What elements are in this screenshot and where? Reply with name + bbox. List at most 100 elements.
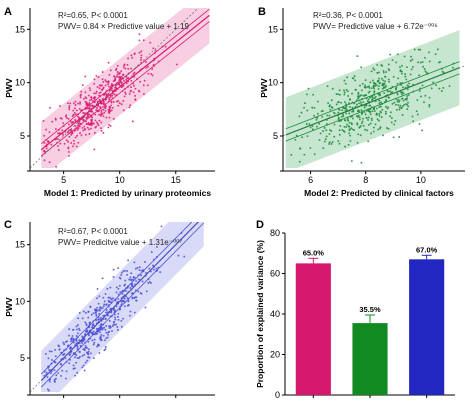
data-point [117,297,120,300]
data-point [93,132,96,134]
data-point [353,75,356,78]
data-point [48,161,51,164]
data-point [364,113,367,116]
data-point [122,66,125,69]
data-point [151,74,154,77]
data-point [116,73,119,76]
data-point [108,327,111,329]
data-point [348,98,351,101]
panel-d-letter: D [256,219,264,231]
data-point [428,103,431,106]
data-point [140,58,142,61]
data-point [415,110,418,113]
data-point [76,115,79,118]
data-point [359,101,362,104]
data-point [394,87,397,90]
data-point [83,127,86,130]
data-point [366,85,369,88]
data-point [307,87,310,90]
data-point [315,118,318,121]
data-point [102,131,105,134]
data-point [110,84,113,87]
data-point [75,113,77,116]
data-point [358,116,361,119]
data-point [378,77,380,80]
data-point [88,321,91,324]
data-point [56,132,59,135]
data-point [91,326,93,329]
data-point [46,388,49,391]
x-tick-label: 5 [61,175,66,185]
data-point [126,63,129,66]
data-point [402,92,405,95]
data-point [92,312,95,315]
data-point [330,99,333,102]
data-point [338,93,341,96]
data-point [147,282,150,284]
data-point [87,107,90,110]
data-point [98,98,101,101]
data-point [81,342,84,344]
data-point [132,72,135,75]
data-point [120,274,123,276]
data-point [102,296,105,299]
data-point [340,115,343,118]
data-point [315,125,318,128]
data-point [101,113,104,115]
data-point [86,115,89,118]
data-point [93,92,96,95]
data-point [120,103,123,106]
data-point [45,371,48,374]
data-point [105,325,108,327]
data-point [337,140,340,142]
data-point [98,92,101,94]
data-point [343,118,346,121]
data-point [330,130,333,132]
data-point [335,103,338,106]
data-point [68,135,71,138]
data-point [87,353,90,356]
data-point [77,327,80,330]
data-point [377,119,380,122]
data-point [417,48,420,51]
data-point [95,90,98,93]
data-point [406,88,409,91]
data-point [61,369,64,372]
data-point [370,117,373,120]
data-point [380,116,383,119]
data-point [110,311,113,314]
data-point [346,90,349,93]
data-point [375,113,378,116]
data-point [151,68,154,70]
data-point [84,344,87,347]
data-point [45,128,48,131]
data-point [357,91,360,94]
data-point [82,119,85,122]
data-point [98,295,101,298]
data-point [416,99,419,101]
data-point [377,87,380,90]
data-point [98,87,101,90]
data-point [382,79,385,82]
data-point [347,95,350,97]
data-point [326,114,329,117]
data-point [99,306,102,309]
data-point [67,146,70,149]
y-tick-label: 10 [15,78,25,88]
data-point [418,122,421,125]
data-point [421,61,424,63]
data-point [303,102,306,105]
data-point [88,133,91,135]
data-point [323,140,326,143]
data-point [355,103,358,106]
data-point [365,104,368,107]
data-point [100,111,103,113]
y-tick-label: 0 [275,390,280,400]
data-point [295,134,298,137]
data-point [95,313,98,316]
data-point [323,126,326,129]
data-point [105,304,108,306]
data-point [108,116,111,119]
data-point [95,125,98,128]
x-tick-label: 8 [363,175,368,185]
